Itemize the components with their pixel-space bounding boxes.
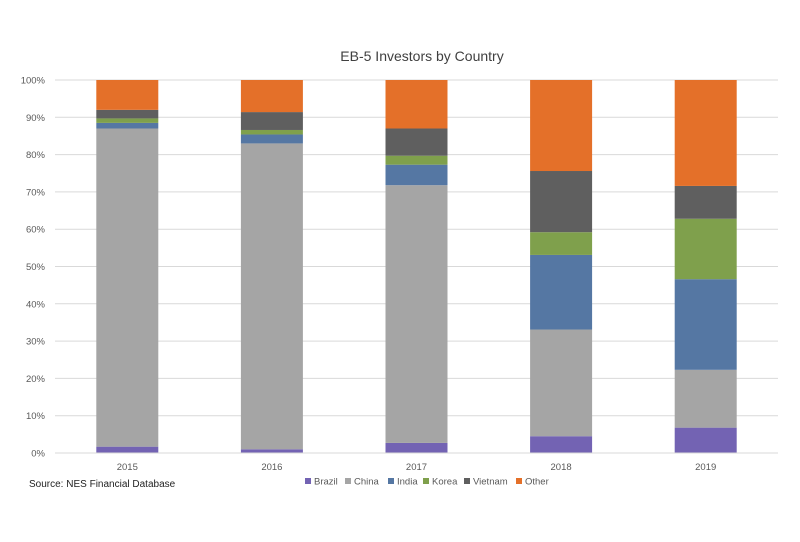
legend-swatch	[516, 478, 522, 484]
bar-segment	[385, 164, 448, 186]
bar-segment	[530, 254, 593, 330]
x-axis: 2015 2016 2017 2018 2019	[55, 452, 778, 473]
legend-label: Korea	[432, 477, 458, 488]
bar-segment	[240, 143, 303, 450]
legend-swatch	[464, 478, 470, 484]
x-tick-label: 2018	[551, 462, 572, 473]
legend-label: Other	[525, 477, 549, 488]
legend-label: Brazil	[314, 477, 338, 488]
bar-segment	[674, 427, 737, 453]
bar-segment	[530, 80, 593, 172]
y-tick-label: 100%	[21, 76, 46, 87]
y-tick-label: 20%	[26, 374, 46, 385]
bar-segment	[674, 279, 737, 370]
y-tick-label: 70%	[26, 187, 46, 198]
x-tick-label: 2017	[406, 462, 427, 473]
bar-segment	[96, 122, 159, 129]
bar-segment	[674, 185, 737, 219]
y-tick-label: 50%	[26, 262, 46, 273]
bar-segment	[385, 185, 448, 443]
y-tick-label: 80%	[26, 150, 46, 161]
bar-segment	[385, 80, 448, 129]
legend-swatch	[345, 478, 351, 484]
legend-swatch	[305, 478, 311, 484]
legend-swatch	[388, 478, 394, 484]
bar-segment	[530, 329, 593, 437]
bar-segment	[385, 155, 448, 165]
x-tick-label: 2019	[695, 462, 716, 473]
y-tick-label: 90%	[26, 113, 46, 124]
legend-label: India	[397, 477, 418, 488]
x-tick-label: 2015	[117, 462, 138, 473]
chart-title: EB-5 Investors by Country	[340, 48, 503, 64]
bar-segment	[96, 128, 159, 447]
legend-label: China	[354, 477, 380, 488]
bar-segment	[96, 118, 159, 123]
y-tick-label: 10%	[26, 411, 46, 422]
bar-segment	[530, 436, 593, 453]
bar-segment	[530, 232, 593, 255]
bar-segment	[674, 80, 737, 186]
bar-segment	[385, 128, 448, 156]
bar-segment	[96, 446, 159, 453]
bar-segment	[385, 442, 448, 453]
bar-segment	[674, 218, 737, 280]
bar-segment	[96, 80, 159, 110]
y-axis: 0% 10% 20% 30% 40% 50% 60% 70% 80% 90% 100%	[21, 76, 46, 460]
bar-segment	[240, 80, 303, 113]
bars	[96, 80, 737, 453]
bar-segment	[674, 369, 737, 428]
legend-swatch	[423, 478, 429, 484]
bar-segment	[530, 171, 593, 233]
bar-segment	[240, 129, 303, 135]
x-tick-label: 2016	[261, 462, 282, 473]
bar-segment	[240, 449, 303, 453]
y-tick-label: 30%	[26, 337, 46, 348]
y-tick-label: 60%	[26, 225, 46, 236]
y-tick-label: 40%	[26, 299, 46, 310]
source-note: Source: NES Financial Database	[29, 479, 176, 490]
legend-label: Vietnam	[473, 477, 508, 488]
bar-segment	[240, 112, 303, 130]
y-tick-label: 0%	[31, 449, 45, 460]
legend: Brazil China India Korea Vietnam Other	[305, 477, 549, 488]
bar-segment	[240, 134, 303, 144]
bar-segment	[96, 109, 159, 119]
